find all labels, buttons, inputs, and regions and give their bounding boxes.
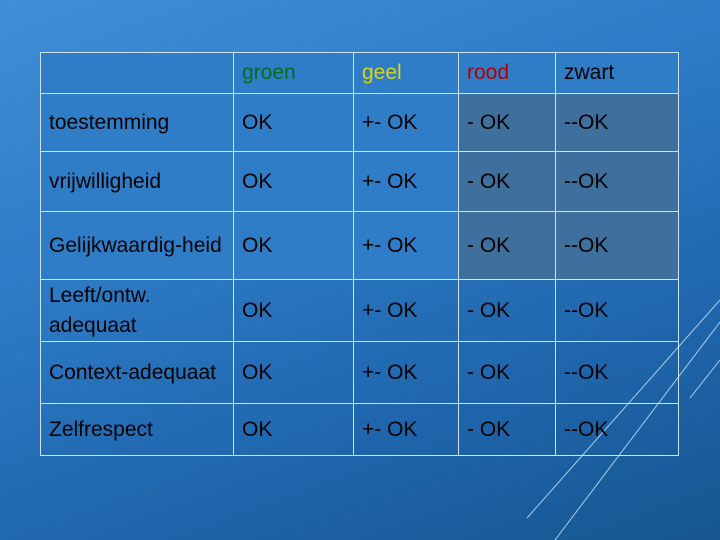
table-cell: - OK [458, 211, 556, 280]
table-cell: OK [233, 403, 354, 456]
table-cell: --OK [555, 279, 679, 342]
table-cell: - OK [458, 403, 556, 456]
table-cell: --OK [555, 93, 679, 152]
column-header-rood: rood [458, 52, 556, 94]
table-row: Zelfrespect OK +- OK - OK --OK [40, 403, 679, 456]
table-cell: --OK [555, 341, 679, 404]
table-cell: OK [233, 211, 354, 280]
table-row: Gelijkwaardig-heid OK +- OK - OK --OK [40, 211, 679, 280]
table-cell: +- OK [353, 211, 459, 280]
table-cell: --OK [555, 211, 679, 280]
row-label: vrijwilligheid [40, 151, 234, 212]
table-cell: +- OK [353, 403, 459, 456]
table-header-row: groen geel rood zwart [40, 52, 679, 94]
table-row: toestemming OK +- OK - OK --OK [40, 93, 679, 152]
row-label: Gelijkwaardig-heid [40, 211, 234, 280]
table-row: Leeft/ontw. adequaat OK +- OK - OK --OK [40, 279, 679, 342]
row-label: Leeft/ontw. adequaat [40, 279, 234, 342]
table-cell: OK [233, 151, 354, 212]
table-cell: +- OK [353, 93, 459, 152]
table-cell: +- OK [353, 341, 459, 404]
column-header-groen: groen [233, 52, 354, 94]
header-corner-cell [40, 52, 234, 94]
column-header-geel: geel [353, 52, 459, 94]
row-label: Zelfrespect [40, 403, 234, 456]
table-cell: +- OK [353, 279, 459, 342]
table-cell: +- OK [353, 151, 459, 212]
table-cell: OK [233, 279, 354, 342]
row-label: Context-adequaat [40, 341, 234, 404]
table-cell: - OK [458, 93, 556, 152]
table-row: Context-adequaat OK +- OK - OK --OK [40, 341, 679, 404]
table-cell: - OK [458, 151, 556, 212]
table-cell: OK [233, 93, 354, 152]
table-row: vrijwilligheid OK +- OK - OK --OK [40, 151, 679, 212]
table-cell: --OK [555, 151, 679, 212]
table-cell: OK [233, 341, 354, 404]
row-label: toestemming [40, 93, 234, 152]
table-cell: --OK [555, 403, 679, 456]
table-cell: - OK [458, 279, 556, 342]
table-cell: - OK [458, 341, 556, 404]
column-header-zwart: zwart [555, 52, 679, 94]
criteria-table: groen geel rood zwart toestemming OK +- … [40, 52, 679, 456]
